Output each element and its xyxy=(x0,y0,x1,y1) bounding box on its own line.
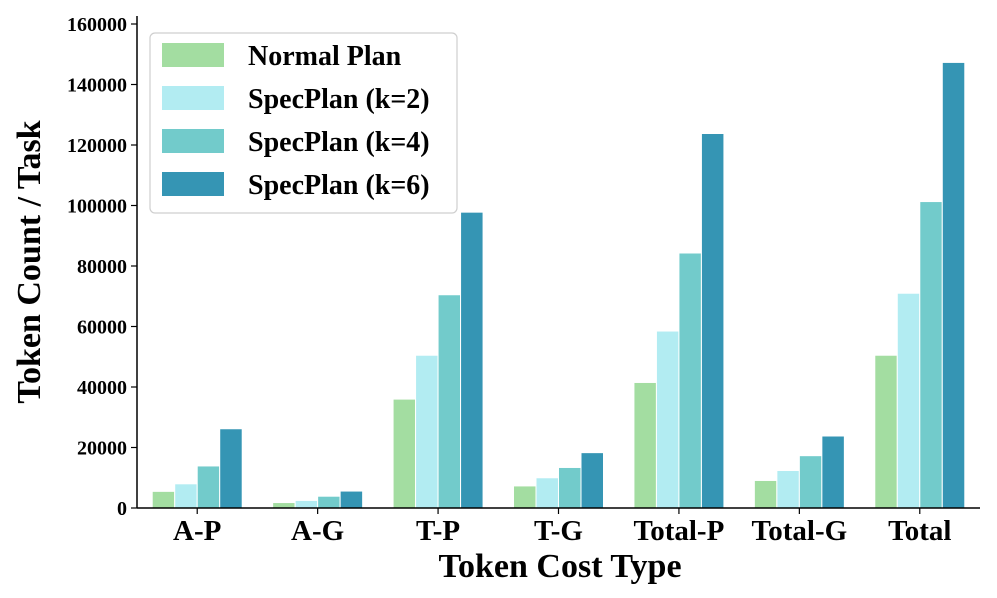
y-tick-label: 0 xyxy=(117,498,127,520)
y-axis-title: Token Count / Task xyxy=(11,120,48,403)
y-tick-label: 100000 xyxy=(67,196,127,218)
bar-total-p-series-0 xyxy=(633,381,657,509)
bar-total-g-series-3 xyxy=(821,435,845,509)
bar-a-p-series-3 xyxy=(219,428,243,509)
y-tick-label: 120000 xyxy=(67,135,127,157)
bar-t-g-series-0 xyxy=(513,485,537,509)
x-tick-label: Total-P xyxy=(634,515,725,547)
bar-t-g-series-1 xyxy=(535,477,559,509)
x-tick-label: A-P xyxy=(173,515,221,547)
bar-total-series-1 xyxy=(896,292,921,509)
bar-total-series-3 xyxy=(941,61,966,509)
bar-t-p-series-3 xyxy=(460,211,484,509)
legend-label: SpecPlan (k=4) xyxy=(248,127,430,158)
legend: Normal Plan SpecPlan (k=2) SpecPlan (k=4) S… xyxy=(149,32,458,214)
bar-a-p-series-0 xyxy=(151,490,176,509)
x-axis-title: Token Cost Type xyxy=(438,548,681,585)
x-tick-label: A-G xyxy=(291,515,344,547)
bar-t-p-series-0 xyxy=(392,398,417,509)
bar-total-series-2 xyxy=(919,201,943,509)
bar-total-p-series-3 xyxy=(700,133,725,509)
bar-t-p-series-2 xyxy=(437,294,462,509)
y-tick-label: 140000 xyxy=(67,75,127,97)
x-tick-label: T-P xyxy=(416,515,460,547)
bar-total-p-series-1 xyxy=(655,330,680,509)
y-ticks-group: 0 20000 40000 60000 80000 100000 120000 140000 1… xyxy=(67,14,137,520)
bar-t-g-series-2 xyxy=(558,466,582,509)
bar-total-p-series-2 xyxy=(678,252,702,509)
y-tick-label: 80000 xyxy=(77,256,127,278)
y-tick-label: 40000 xyxy=(77,377,127,399)
legend-frame xyxy=(149,32,458,214)
legend-swatch xyxy=(162,172,224,196)
bar-t-g-series-3 xyxy=(580,452,604,509)
bar-a-g-series-3 xyxy=(339,490,364,509)
x-tick-label: Total xyxy=(888,515,951,547)
legend-swatch xyxy=(162,129,224,153)
bar-a-g-series-0 xyxy=(272,502,296,509)
legend-label: SpecPlan (k=2) xyxy=(248,84,430,115)
bar-t-p-series-1 xyxy=(415,354,439,509)
legend-label: Normal Plan xyxy=(248,41,402,72)
bar-a-g-series-1 xyxy=(294,499,319,509)
x-tick-label: T-G xyxy=(534,515,583,547)
legend-swatch xyxy=(162,86,224,110)
x-ticks-group: A-P A-G T-P T-G Total-P Total-G Total xyxy=(173,508,951,547)
y-tick-label: 60000 xyxy=(77,317,127,339)
bar-a-p-series-2 xyxy=(196,465,221,509)
legend-label: SpecPlan (k=6) xyxy=(248,170,430,201)
bar-total-g-series-2 xyxy=(798,455,823,509)
x-tick-label: Total-G xyxy=(752,515,848,547)
bar-total-g-series-1 xyxy=(776,469,800,509)
bar-total-g-series-0 xyxy=(753,479,778,509)
bar-a-g-series-2 xyxy=(317,495,341,509)
bar-a-p-series-1 xyxy=(174,483,198,509)
y-tick-label: 20000 xyxy=(77,438,127,460)
bar-total-series-0 xyxy=(874,354,898,509)
legend-swatch xyxy=(162,43,224,67)
y-tick-label: 160000 xyxy=(67,14,127,36)
